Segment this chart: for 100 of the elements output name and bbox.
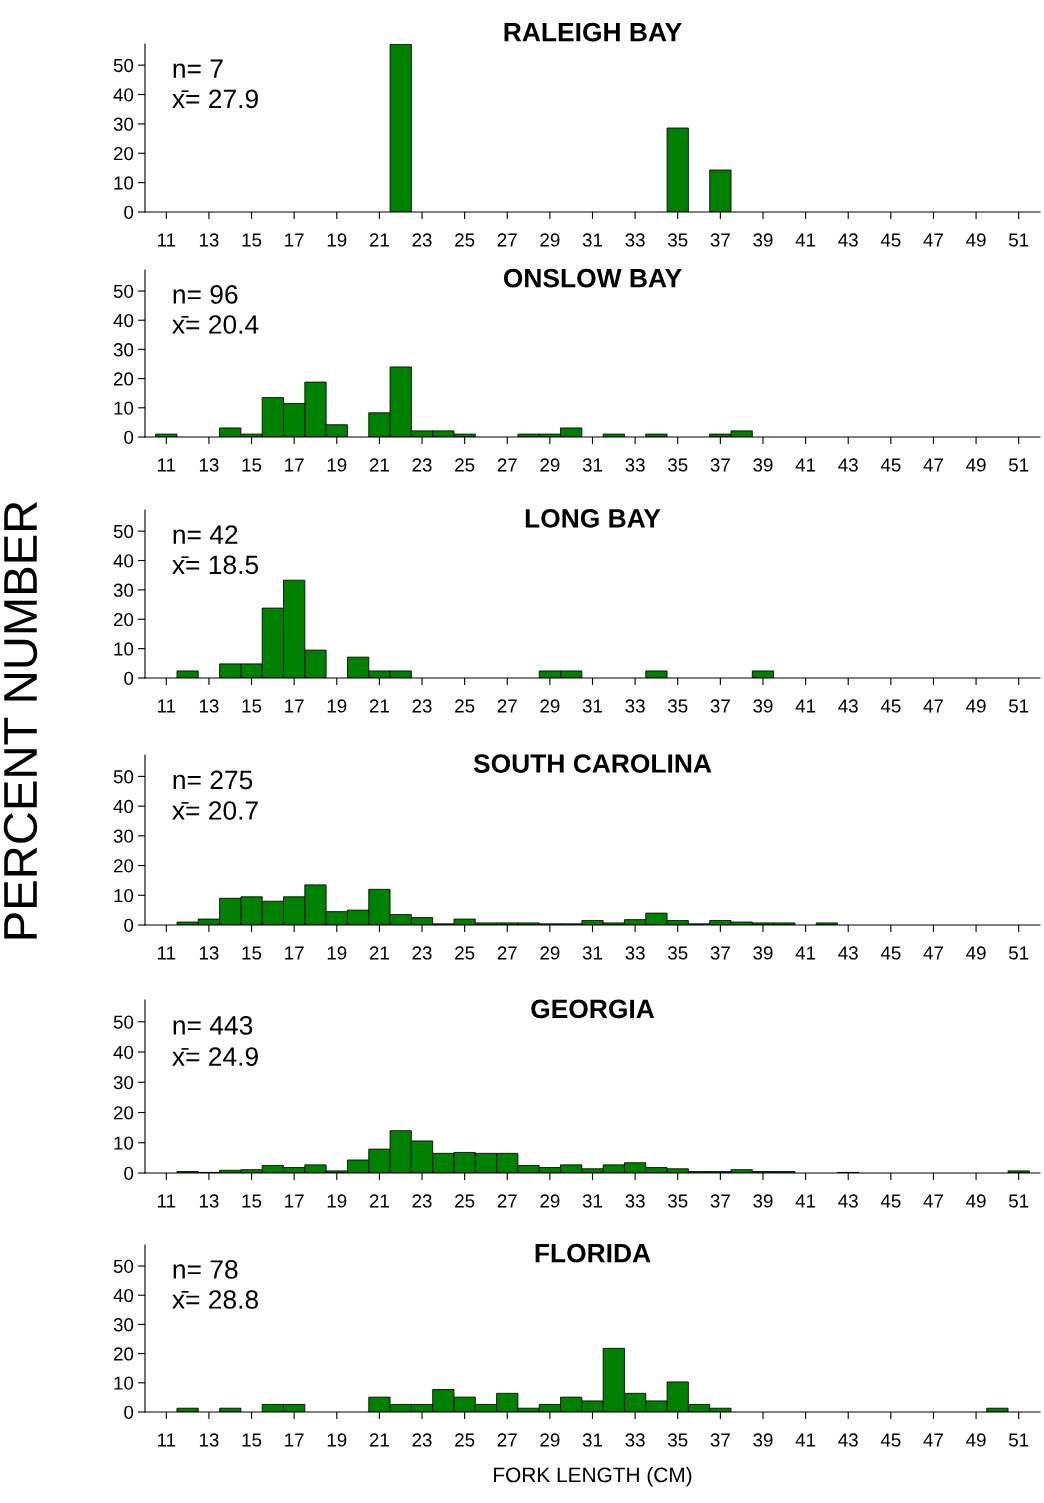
x-tick-label: 47: [923, 458, 943, 472]
y-tick-label: 10: [114, 888, 134, 903]
x-tick-label: 43: [838, 458, 858, 472]
x-tick-label: 25: [455, 233, 475, 247]
x-tick-label: 45: [880, 1433, 901, 1447]
y-tick-label: 40: [113, 1288, 134, 1303]
y-tick-label: 10: [114, 401, 134, 415]
chart-title: LONG BAY: [525, 508, 661, 528]
x-tick-label: 49: [966, 946, 986, 960]
x-tick-label: 11: [158, 1194, 176, 1208]
x-tick-label: 51: [1009, 699, 1029, 713]
x-tick-label: 39: [753, 1433, 773, 1447]
x-tick-label: 15: [242, 458, 262, 472]
x-tick-label: 31: [582, 233, 603, 247]
x-tick-label: 35: [668, 233, 688, 247]
x-tick-label: 13: [199, 1194, 219, 1208]
x-tick-label: 45: [880, 458, 901, 472]
x-tick-label: 27: [497, 1433, 517, 1447]
x-tick-label: 33: [625, 699, 645, 713]
x-axis-title: FORK LENGTH (CM): [494, 1466, 692, 1487]
x-tick-label: 23: [412, 458, 432, 472]
y-tick-label: 30: [113, 1318, 134, 1332]
x-tick-label: 47: [923, 946, 943, 960]
x-tick-label: 17: [285, 1433, 304, 1447]
y-tick-label: 50: [113, 770, 134, 784]
y-tick-label: 20: [113, 612, 134, 627]
y-tick-label: 30: [113, 1075, 134, 1090]
x-tick-label: 17: [285, 458, 304, 472]
chart-title: SOUTH CAROLINA: [473, 754, 712, 773]
x-tick-label: 11: [158, 699, 176, 713]
x-tick-label: 21: [369, 233, 389, 247]
x-tick-label: 19: [327, 946, 347, 960]
x-tick-label: 39: [753, 699, 773, 713]
annotation: n= 275: [173, 770, 253, 790]
x-tick-label: 31: [582, 1433, 603, 1447]
x-tick-label: 47: [923, 699, 943, 713]
x-tick-label: 27: [497, 1194, 517, 1208]
x-tick-label: 43: [838, 699, 858, 713]
x-tick-label: 21: [369, 946, 389, 960]
x-tick-label: 15: [242, 233, 262, 247]
y-tick-label: 50: [113, 58, 134, 73]
chart-title: ONSLOW BAY: [503, 268, 682, 288]
x-tick-label: 19: [327, 1433, 347, 1447]
x-tick-label: 49: [966, 1433, 986, 1447]
x-tick-label: 29: [540, 946, 560, 960]
x-tick-label: 11: [158, 946, 176, 960]
x-tick-label: 19: [327, 699, 347, 713]
y-tick-label: 10: [114, 1376, 134, 1390]
x-tick-label: 29: [540, 233, 560, 247]
x-tick-label: 49: [966, 1194, 986, 1208]
x-tick-label: 13: [199, 233, 219, 247]
x-tick-label: 41: [795, 233, 816, 247]
x-tick-label: 39: [753, 946, 773, 960]
x-tick-label: 33: [625, 233, 645, 247]
y-tick-label: 20: [113, 1347, 134, 1361]
chart-title: FLORIDA: [535, 1243, 651, 1263]
x-tick-label: 47: [923, 1433, 943, 1447]
x-tick-label: 23: [412, 946, 432, 960]
y-tick-label: 50: [113, 1015, 134, 1029]
x-tick-label: 15: [242, 699, 262, 713]
x-tick-label: 25: [455, 1194, 475, 1208]
y-tick-label: 40: [113, 313, 134, 328]
x-tick-label: 13: [199, 699, 219, 713]
x-tick-label: 19: [327, 458, 347, 472]
x-tick-label: 19: [327, 1194, 347, 1208]
x-tick-label: 41: [795, 699, 816, 713]
x-tick-label: 35: [668, 946, 688, 960]
annotation: x̄= 28.8: [172, 1290, 258, 1309]
x-tick-label: 35: [668, 1194, 688, 1208]
y-tick-label: 0: [124, 1166, 134, 1180]
x-tick-label: 31: [582, 946, 603, 960]
x-tick-label: 37: [710, 233, 730, 247]
x-tick-label: 51: [1009, 1194, 1029, 1208]
x-tick-label: 29: [540, 1433, 560, 1447]
x-tick-label: 51: [1009, 233, 1029, 247]
x-tick-label: 17: [285, 233, 304, 247]
x-tick-label: 47: [923, 1194, 943, 1208]
x-tick-label: 37: [710, 458, 730, 472]
x-tick-label: 51: [1009, 946, 1029, 960]
x-tick-label: 49: [966, 233, 986, 247]
annotation: x̄= 27.9: [172, 89, 258, 109]
x-tick-label: 41: [795, 458, 816, 472]
x-tick-label: 29: [540, 699, 560, 713]
y-tick-label: 40: [113, 88, 134, 102]
y-tick-label: 30: [113, 343, 134, 357]
x-tick-label: 51: [1009, 458, 1029, 472]
y-tick-label: 50: [113, 1259, 134, 1273]
x-tick-label: 49: [966, 458, 986, 472]
y-tick-label: 50: [113, 524, 134, 539]
y-tick-label: 10: [114, 1136, 134, 1150]
annotation: x̄= 24.9: [172, 1047, 258, 1066]
x-tick-label: 45: [880, 699, 901, 713]
x-tick-label: 35: [668, 1433, 688, 1447]
y-tick-label: 0: [124, 671, 134, 685]
y-tick-label: 20: [113, 859, 134, 873]
y-tick-label: 10: [114, 642, 134, 656]
annotation: n= 443: [173, 1016, 253, 1035]
x-tick-label: 39: [753, 1194, 773, 1208]
x-tick-label: 13: [199, 946, 219, 960]
annotation: n= 96: [173, 285, 238, 304]
